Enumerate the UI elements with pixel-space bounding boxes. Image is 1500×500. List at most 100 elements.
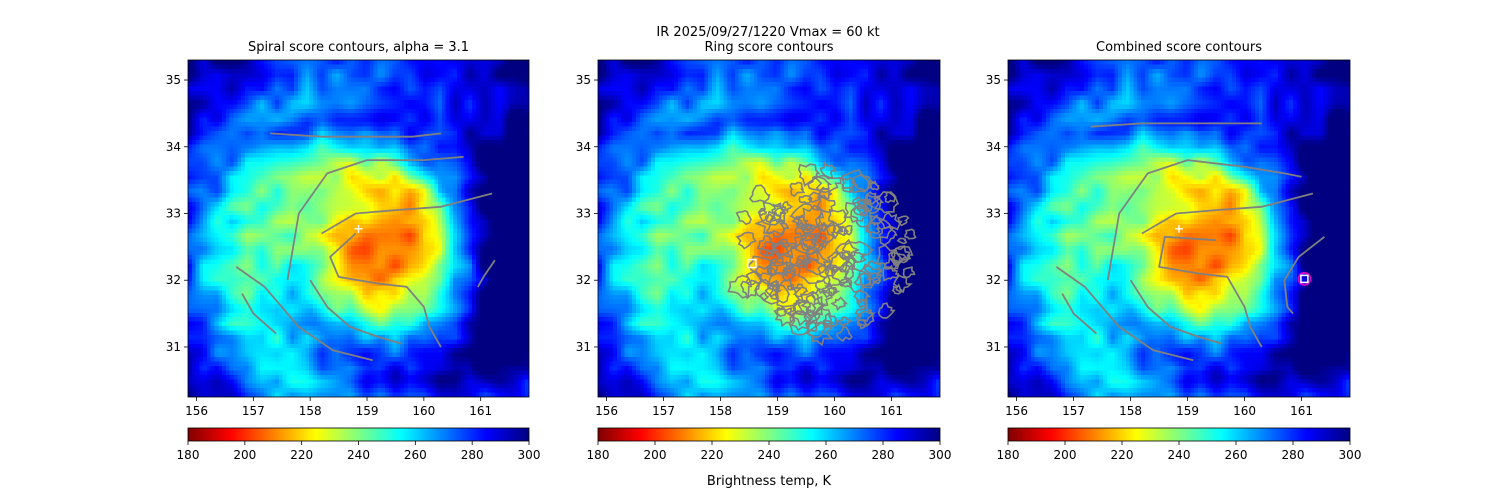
contour-line: [883, 191, 898, 204]
contour-line: [866, 215, 894, 239]
contour-line: [789, 202, 824, 232]
contour-line: [321, 192, 493, 235]
contour-line: [764, 213, 777, 224]
first-guess-marker: [354, 224, 363, 233]
x-tick-label: 158: [299, 404, 322, 418]
contour-line: [735, 209, 752, 226]
contour-line: [878, 225, 898, 246]
contour-line: [790, 309, 812, 332]
contour-line: [822, 312, 839, 327]
colorbar-gradient: [1007, 427, 1351, 442]
contour-line: [813, 306, 833, 325]
colorbar-tick-label: 300: [518, 448, 541, 462]
contour-line: [814, 174, 842, 194]
colorbar-tick-label: 180: [587, 448, 610, 462]
contour-line: [841, 169, 872, 194]
contour-line: [837, 316, 854, 327]
colorbar: 180 200 220 240 260 280 300: [587, 427, 952, 462]
contour-line: [769, 284, 791, 304]
contour-line: [824, 266, 850, 288]
colorbar-tick-label: 300: [1339, 448, 1362, 462]
contour-line: [1090, 122, 1262, 128]
contour-line: [791, 215, 809, 230]
contour-line: [309, 279, 402, 345]
contour-line: [891, 245, 911, 264]
colorbar: 180 200 220 240 260 280 300: [997, 427, 1362, 462]
x-tick-label: 160: [1233, 404, 1256, 418]
y-tick-label: 34: [986, 140, 1001, 154]
contour-line: [772, 206, 787, 224]
y-tick-label: 31: [986, 340, 1001, 354]
contour-line: [735, 231, 758, 250]
contour-line: [1129, 279, 1223, 345]
colorbar-tick-label: 280: [872, 448, 895, 462]
y-tick-label: 34: [576, 140, 591, 154]
contour-line: [877, 302, 896, 319]
colorbar-tick-label: 180: [997, 448, 1020, 462]
y-tick-label: 33: [166, 206, 181, 220]
contour-line: [793, 231, 825, 256]
contour-line: [767, 280, 781, 294]
ring-fix-marker: [747, 258, 757, 269]
colorbar: 180 200 220 240 260 280 300: [177, 427, 541, 462]
contour-line: [843, 201, 868, 224]
contour-line: [286, 155, 464, 281]
contour-line: [891, 283, 903, 295]
x-tick-label: 161: [880, 404, 903, 418]
colorbar-tick-label: 180: [177, 448, 200, 462]
contour-line: [1106, 159, 1302, 281]
colorbar-tick-label: 300: [929, 448, 952, 462]
contour-line: [1158, 235, 1263, 348]
contour-line: [745, 271, 763, 286]
x-tick-label: 157: [1062, 404, 1085, 418]
panel-1: Spiral score contours, alpha = 3.1 156 157…: [166, 40, 541, 462]
contour-line: [748, 184, 771, 203]
contour-line: [856, 318, 869, 330]
contour-line: [1055, 266, 1194, 362]
colorbar-label: Brightness temp, K: [707, 474, 832, 489]
contour-line: [858, 263, 883, 289]
contour-line: [841, 240, 875, 264]
colorbar-gradient: [187, 427, 530, 442]
contour-line: [838, 277, 853, 289]
axes-frame: [597, 59, 941, 398]
contour-line: [799, 237, 817, 253]
colorbar-tick-label: 220: [290, 448, 313, 462]
contour-line: [814, 279, 833, 295]
contour-line: [837, 226, 850, 237]
y-tick-label: 35: [986, 73, 1001, 87]
contour-line: [329, 232, 442, 348]
contour-line: [1283, 236, 1325, 315]
axes-frame: [187, 59, 530, 398]
contour-line: [896, 237, 908, 245]
y-tick-label: 31: [166, 340, 181, 354]
contour-line: [863, 259, 883, 275]
y-tick-label: 33: [986, 206, 1001, 220]
contour-line: [764, 218, 790, 238]
best-fix-marker: [1300, 274, 1309, 284]
contour-line: [798, 194, 813, 204]
contour-line: [760, 241, 780, 257]
contour-line: [759, 292, 770, 302]
contour-line: [235, 266, 373, 362]
first-guess-marker: [1175, 224, 1183, 233]
contour-line: [879, 211, 903, 231]
x-tick-label: 156: [595, 404, 618, 418]
y-tick-label: 35: [166, 73, 181, 87]
x-tick-label: 161: [1290, 404, 1313, 418]
contour-line: [810, 287, 833, 307]
y-tick-label: 31: [576, 340, 591, 354]
contour-line: [785, 265, 797, 275]
figure-suptitle: IR 2025/09/27/1220 Vmax = 60 kt: [656, 25, 879, 40]
y-tick-label: 33: [576, 206, 591, 220]
contour-line: [241, 293, 277, 335]
y-tick-label: 35: [576, 73, 591, 87]
colorbar-tick-label: 200: [1054, 448, 1077, 462]
contour-line: [865, 220, 883, 235]
ring-contours: [727, 161, 917, 347]
colorbar-gradient: [597, 427, 941, 442]
x-tick-label: 156: [185, 404, 208, 418]
y-tick-label: 32: [576, 273, 591, 287]
x-tick-label: 158: [709, 404, 732, 418]
colorbar-tick-label: 280: [1282, 448, 1305, 462]
